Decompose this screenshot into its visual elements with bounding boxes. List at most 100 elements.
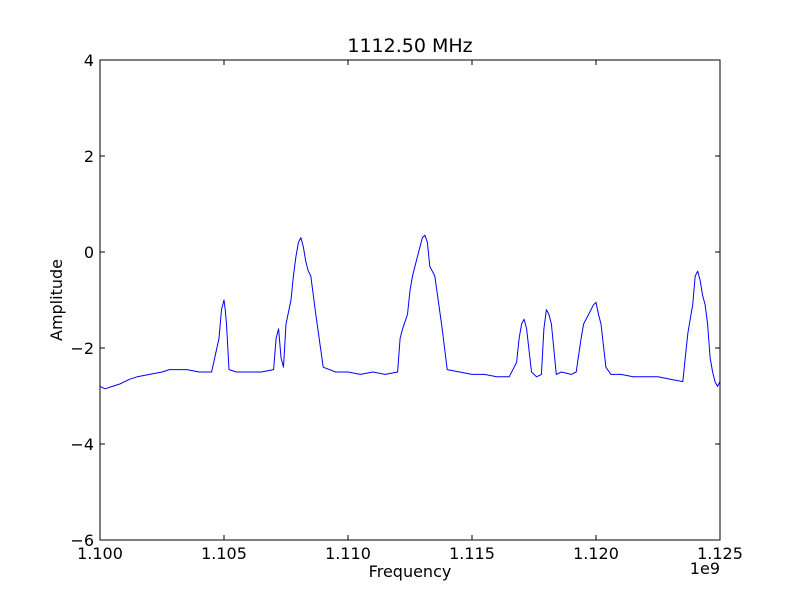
data-point (293, 276, 294, 277)
data-point (211, 372, 212, 373)
data-point (372, 372, 373, 373)
data-point (295, 256, 296, 257)
data-point (261, 372, 262, 373)
data-point (682, 381, 683, 382)
data-point (310, 276, 311, 277)
data-point (496, 376, 497, 377)
ticks-group: 1.100 1.105 1.110 1.115 1.120 1.125 −6 −4 −2 0 2 4 (70, 51, 743, 563)
data-point (104, 388, 105, 389)
x-tick-label: 1.125 (697, 544, 743, 563)
data-point (692, 304, 693, 305)
data-point (360, 374, 361, 375)
data-point (278, 328, 279, 329)
data-point (300, 237, 301, 238)
data-point (412, 276, 413, 277)
data-point (427, 242, 428, 243)
data-point (112, 386, 113, 387)
data-point (283, 367, 284, 368)
data-point (705, 304, 706, 305)
data-point (605, 367, 606, 368)
data-point (447, 369, 448, 370)
data-point (633, 376, 634, 377)
data-point (670, 379, 671, 380)
data-point (407, 314, 408, 315)
data-point (129, 379, 130, 380)
data-point (581, 338, 582, 339)
data-point (124, 381, 125, 382)
x-tick-label: 1.120 (573, 544, 619, 563)
data-point (228, 369, 229, 370)
data-point (610, 374, 611, 375)
data-point (700, 280, 701, 281)
data-point (702, 295, 703, 296)
data-point (598, 314, 599, 315)
data-point (571, 374, 572, 375)
data-point (308, 271, 309, 272)
data-point (548, 314, 549, 315)
data-point (519, 338, 520, 339)
data-point (276, 338, 277, 339)
data-point (695, 276, 696, 277)
data-point (424, 235, 425, 236)
data-point (225, 309, 226, 310)
data-point (169, 369, 170, 370)
data-point (556, 374, 557, 375)
data-point (472, 374, 473, 375)
data-point (248, 372, 249, 373)
data-point (536, 376, 537, 377)
data-point (400, 338, 401, 339)
data-point (348, 372, 349, 373)
data-point (509, 376, 510, 377)
data-point (645, 376, 646, 377)
y-tick-label: 2 (84, 147, 94, 166)
plot-series-group (99, 234, 721, 390)
chart-title: 1112.50 MHz (347, 35, 472, 57)
x-tick-label: 1.105 (201, 544, 247, 563)
data-point (583, 324, 584, 325)
data-point (221, 309, 222, 310)
x-tick-label: 1.100 (77, 544, 123, 563)
data-point (313, 295, 314, 296)
data-point (707, 324, 708, 325)
data-point (685, 357, 686, 358)
data-point (219, 338, 220, 339)
x-tick-label: 1.115 (449, 544, 495, 563)
data-point (323, 367, 324, 368)
plot-frame (99, 59, 721, 541)
data-point (576, 372, 577, 373)
data-point (303, 247, 304, 248)
data-point (697, 271, 698, 272)
data-point (186, 369, 187, 370)
data-point (162, 372, 163, 373)
data-point (561, 372, 562, 373)
data-point (397, 372, 398, 373)
data-point (516, 362, 517, 363)
data-point (459, 372, 460, 373)
data-point (543, 328, 544, 329)
data-point (658, 376, 659, 377)
data-point (226, 324, 227, 325)
data-point (690, 319, 691, 320)
data-point (286, 324, 287, 325)
data-point (521, 324, 522, 325)
data-point (687, 333, 688, 334)
data-point (710, 357, 711, 358)
data-point (712, 372, 713, 373)
y-tick-label: 4 (84, 51, 94, 70)
y-tick-label: −2 (70, 339, 94, 358)
data-point (526, 328, 527, 329)
y-tick-label: −6 (70, 531, 94, 550)
data-point (620, 374, 621, 375)
data-point (224, 300, 225, 301)
data-point (149, 374, 150, 375)
data-point (273, 369, 274, 370)
data-point (199, 372, 200, 373)
data-point (541, 374, 542, 375)
data-point (593, 304, 594, 305)
data-point (600, 324, 601, 325)
data-point (524, 319, 525, 320)
series-line-0 (99, 234, 721, 390)
data-point (335, 372, 336, 373)
